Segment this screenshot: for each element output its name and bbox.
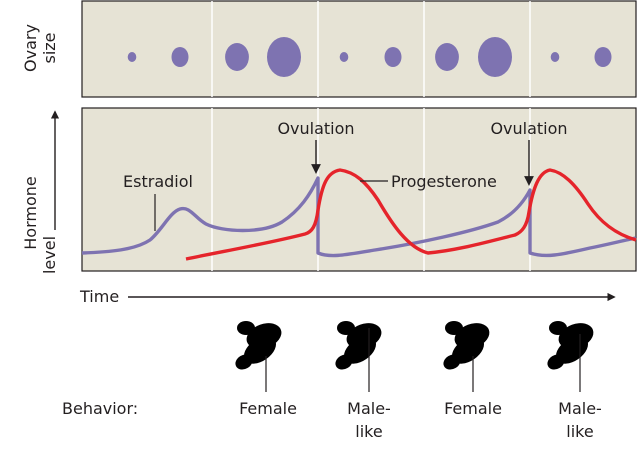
ovulation-label: Ovulation [490,119,567,138]
hormone-panel: Estradiol Progesterone Ovulation Ovulati… [81,107,637,272]
ovary-panel-background [81,0,637,98]
follicle [267,37,301,77]
ovary-panel [81,0,637,98]
lizard-pair-male-like [332,316,409,373]
ovary-axis-label-line2: size [40,32,59,63]
progesterone-label: Progesterone [391,172,497,191]
follicle [435,43,459,71]
hormone-axis-label-line2: level [40,236,59,274]
lizard-pair-female [440,316,517,373]
time-axis-label: Time [79,287,119,306]
follicle [384,47,402,67]
ovary-axis-label-line1: Ovary [21,24,40,72]
behavior-row-label: Behavior: [62,399,138,418]
behavior-stage-label: Male- [558,399,602,418]
hormone-panel-background [81,107,637,272]
behavior-stage-label: Female [239,399,297,418]
follicle [171,47,189,67]
follicles [127,37,612,77]
follicle [339,52,349,62]
follicle [127,52,137,62]
follicle [550,52,560,62]
behavior-stage-label: Male- [347,399,391,418]
follicle [225,43,249,71]
ovulation-label: Ovulation [277,119,354,138]
behavior-stage-label-line2: like [566,422,593,441]
progesterone-curve [185,168,637,261]
follicle [478,37,512,77]
behavior-stage-label: Female [444,399,502,418]
lizard-pair-female [232,316,309,373]
behavior-stage-label-line2: like [355,422,382,441]
hormone-axis-label-line1: Hormone [21,176,40,249]
lizard-pair-male-like [544,316,621,373]
follicle [594,47,612,67]
estradiol-label: Estradiol [123,172,193,191]
estradiol-curve [81,176,637,258]
